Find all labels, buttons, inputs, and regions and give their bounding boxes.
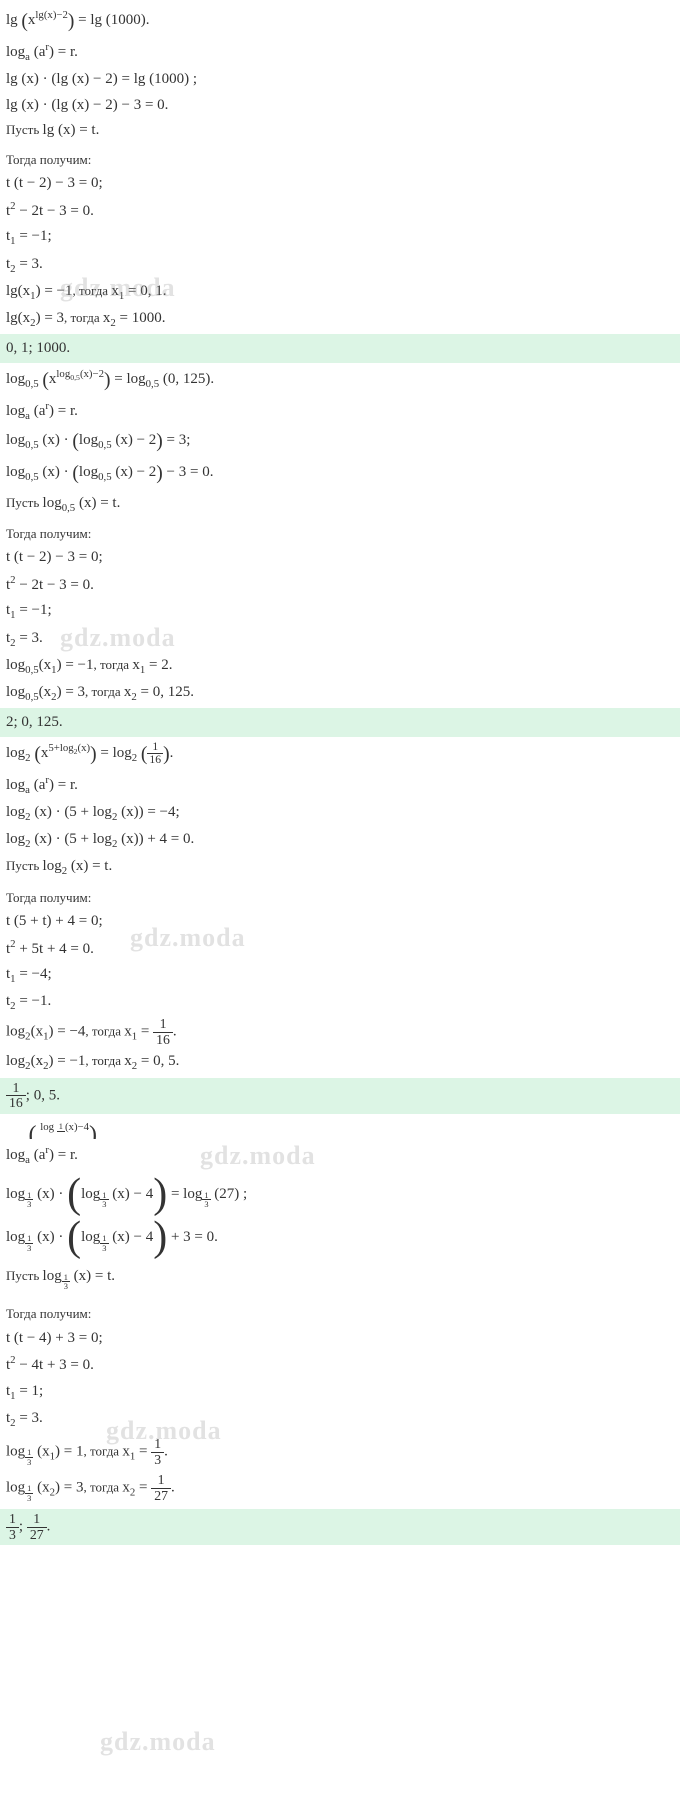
math-line: lg (xlg(x)−2) = lg (1000). xyxy=(6,7,674,36)
math-line: t2 = −1. xyxy=(6,990,674,1014)
text-line: Тогда получим: xyxy=(6,888,674,908)
math-line: t (t − 2) − 3 = 0; xyxy=(6,546,674,569)
math-line: log2(x1) = −4, тогда x1 = 116. xyxy=(6,1017,674,1047)
math-line: lg (x) · (lg (x) − 2) = lg (1000) ; xyxy=(6,68,674,91)
text-line: Тогда получим: xyxy=(6,1304,674,1324)
math-line: t (t − 4) + 3 = 0; xyxy=(6,1327,674,1350)
math-line: log2 (x) · (5 + log2 (x)) + 4 = 0. xyxy=(6,828,674,852)
math-line: t1 = −1; xyxy=(6,225,674,249)
watermark: gdz.moda xyxy=(100,1722,216,1761)
math-line: Пусть lg (x) = t. xyxy=(6,119,674,142)
math-line: t2 − 2t − 3 = 0. xyxy=(6,572,674,597)
math-line: log13 (x1) = 1, тогда x1 = 13. xyxy=(6,1437,674,1467)
text-line: Тогда получим: xyxy=(6,524,674,544)
math-line: loga (ar) = r. xyxy=(6,1142,674,1168)
math-line: loga (ar) = r. xyxy=(6,39,674,65)
math-line: Пусть log13 (x) = t. xyxy=(6,1265,674,1290)
math-line: t1 = 1; xyxy=(6,1380,674,1404)
math-line: t (t − 2) − 3 = 0; xyxy=(6,172,674,195)
answer-line: 13; 127. xyxy=(0,1509,680,1545)
math-line: log0,5 (x) · (log0,5 (x) − 2) − 3 = 0. xyxy=(6,459,674,488)
math-line: log13 (x) · (log13 (x) − 4) + 3 = 0. xyxy=(6,1221,674,1255)
answer-line: 116; 0, 5. xyxy=(0,1078,680,1114)
math-line: loga (ar) = r. xyxy=(6,772,674,798)
math-line: t2 = 3. xyxy=(6,253,674,277)
math-line: log13 (x2) = 3, тогда x2 = 127. xyxy=(6,1473,674,1503)
math-line: loga (ar) = r. xyxy=(6,398,674,424)
math-line: log0,5(x1) = −1, тогда x1 = 2. xyxy=(6,654,674,678)
math-line: t2 − 4t + 3 = 0. xyxy=(6,1352,674,1377)
math-line: log2 (x) · (5 + log2 (x)) = −4; xyxy=(6,801,674,825)
math-line: log0,5(x2) = 3, тогда x2 = 0, 125. xyxy=(6,681,674,705)
math-line: lg(x1) = −1, тогда x1 = 0, 1. xyxy=(6,280,674,304)
math-line: t (5 + t) + 4 = 0; xyxy=(6,910,674,933)
math-line: log2 (x5+log2(x)) = log2 (116). xyxy=(6,740,674,769)
math-line: log13 (x) · (log13 (x) − 4) = log13 (27)… xyxy=(6,1178,674,1212)
math-line: ( log 1(x)−4) xyxy=(6,1117,674,1139)
math-line: log2(x2) = −1, тогда x2 = 0, 5. xyxy=(6,1050,674,1074)
math-line: t1 = −4; xyxy=(6,963,674,987)
math-line: t2 + 5t + 4 = 0. xyxy=(6,936,674,961)
math-line: t1 = −1; xyxy=(6,599,674,623)
math-line: Пусть log2 (x) = t. xyxy=(6,855,674,879)
math-line: t2 = 3. xyxy=(6,1407,674,1431)
math-line: t2 − 2t − 3 = 0. xyxy=(6,198,674,223)
math-line: lg(x2) = 3, тогда x2 = 1000. xyxy=(6,307,674,331)
math-line: Пусть log0,5 (x) = t. xyxy=(6,492,674,516)
text-line: Тогда получим: xyxy=(6,150,674,170)
math-line: lg (x) · (lg (x) − 2) − 3 = 0. xyxy=(6,94,674,117)
math-line: log0,5 (xlog0,5(x)−2) = log0,5 (0, 125). xyxy=(6,366,674,395)
answer-line: 2; 0, 125. xyxy=(0,708,680,737)
math-line: t2 = 3. xyxy=(6,627,674,651)
answer-line: 0, 1; 1000. xyxy=(0,334,680,363)
math-line: log0,5 (x) · (log0,5 (x) − 2) = 3; xyxy=(6,427,674,456)
